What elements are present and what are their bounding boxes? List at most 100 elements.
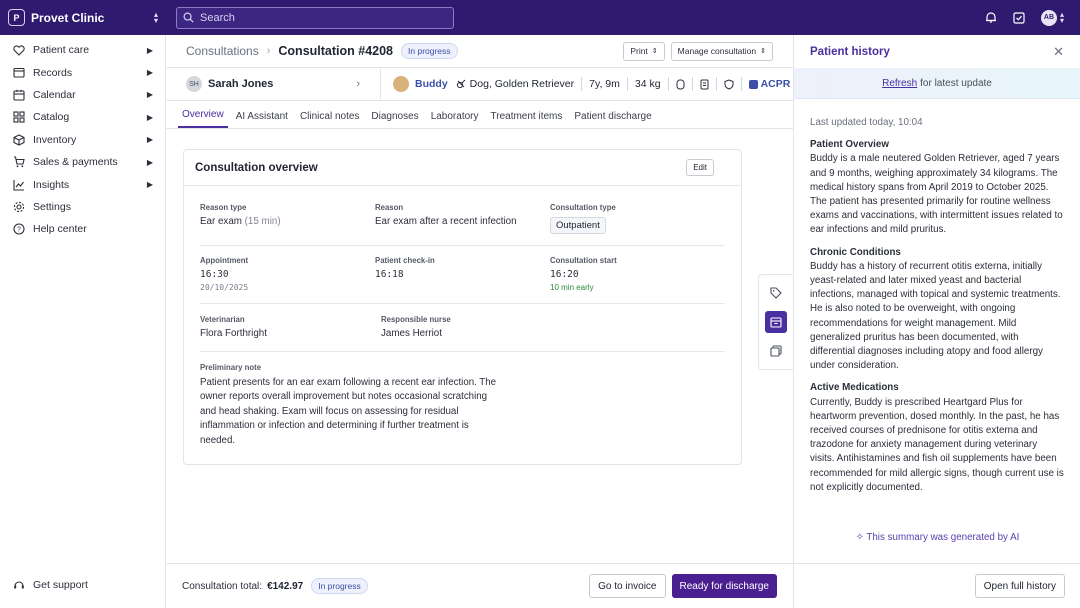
divider	[691, 77, 693, 91]
sidebar-item-inventory[interactable]: Inventory ▶	[0, 129, 165, 151]
reason-type-duration: (15 min)	[244, 216, 281, 227]
reason-type-value: Ear exam	[200, 216, 242, 227]
insurance-icon	[700, 79, 709, 89]
sidebar-item-insights[interactable]: Insights ▶	[0, 173, 165, 195]
consultation-start-label: Consultation start	[550, 256, 617, 265]
caret-right-icon: ▶	[146, 157, 153, 167]
tab-diagnoses[interactable]: Diagnoses	[371, 111, 419, 122]
pet-age: 7y, 9m	[589, 78, 620, 90]
gear-icon	[12, 201, 26, 213]
divider	[740, 77, 742, 91]
owner-avatar: SH	[186, 76, 202, 92]
user-menu[interactable]: AB ▴ ▾	[1040, 9, 1064, 26]
side-rail	[758, 274, 793, 370]
sidebar-item-label: Settings	[33, 200, 71, 213]
sidebar-item-label: Catalog	[33, 111, 70, 124]
checkin-label: Patient check-in	[375, 256, 435, 265]
owner-name: Sarah Jones	[208, 78, 274, 90]
nurse-value: James Herriot	[381, 328, 442, 339]
appointment-date: 20/10/2025	[200, 283, 249, 292]
sidebar-item-label: Insights	[33, 178, 70, 191]
clinic-logo: P	[8, 9, 25, 26]
ready-for-discharge-button[interactable]: Ready for discharge	[671, 574, 777, 598]
chevron-up-down-icon: ⇕	[651, 48, 658, 55]
sidebar-item-label: Sales & payments	[33, 156, 118, 169]
refresh-text: for latest update	[920, 77, 992, 89]
print-label: Print	[630, 46, 648, 56]
breadcrumb-consultations[interactable]: Consultations	[186, 44, 259, 58]
pet-name[interactable]: Buddy	[415, 78, 448, 90]
nurse-label: Responsible nurse	[381, 315, 451, 324]
tab-ai-assistant[interactable]: AI Assistant	[235, 111, 288, 122]
appointment-time: 16:30	[200, 269, 229, 280]
owner-link[interactable]: SH Sarah Jones ›	[166, 68, 381, 100]
edit-button[interactable]: Edit	[686, 159, 714, 176]
insights-icon	[12, 179, 26, 191]
total-amount: €142.97	[267, 580, 304, 592]
preliminary-note-label: Preliminary note	[200, 363, 262, 372]
status-badge: In progress	[401, 43, 458, 59]
search-input[interactable]: Search	[176, 6, 454, 29]
tab-treatment-items[interactable]: Treatment items	[490, 111, 563, 122]
consultation-overview-card: Consultation overview Edit Reason type E…	[183, 149, 742, 465]
heart-icon	[12, 45, 26, 56]
sidebar-item-patient-care[interactable]: Patient care ▶	[0, 39, 165, 61]
sidebar-item-records[interactable]: Records ▶	[0, 61, 165, 83]
preliminary-note: Patient presents for an ear exam followi…	[200, 377, 496, 446]
sidebar-item-label: Help center	[33, 223, 87, 236]
sidebar-item-sales[interactable]: Sales & payments ▶	[0, 151, 165, 173]
sidebar-item-label: Patient care	[33, 44, 90, 57]
tab-clinical-notes[interactable]: Clinical notes	[299, 111, 360, 122]
tab-laboratory[interactable]: Laboratory	[430, 111, 479, 122]
tab-overview[interactable]: Overview	[178, 109, 228, 128]
divider	[715, 77, 717, 91]
support-icon	[12, 579, 26, 591]
caret-right-icon: ▶	[146, 135, 153, 145]
section-text: Buddy has a history of recurrent otitis …	[810, 260, 1061, 372]
patient-history-button[interactable]	[765, 310, 787, 333]
manage-consultation-button[interactable]: Manage consultation ⇕	[670, 41, 773, 61]
page-title: Consultation #4208	[278, 44, 394, 58]
clinic-switcher[interactable]: P Provet Clinic ▴ ▾	[0, 9, 166, 26]
refresh-link[interactable]: Refresh	[882, 77, 918, 89]
get-support-label: Get support	[33, 578, 88, 591]
close-icon[interactable]: ✕	[1053, 43, 1064, 59]
search-placeholder: Search	[200, 11, 235, 24]
acpr-tag[interactable]: ACPR	[760, 78, 791, 90]
help-icon: ?	[12, 223, 26, 235]
sidebar-item-help[interactable]: ? Help center	[0, 218, 165, 240]
divider	[667, 77, 669, 91]
tab-patient-discharge[interactable]: Patient discharge	[574, 111, 652, 122]
sidebar-item-calendar[interactable]: Calendar ▶	[0, 84, 165, 106]
sidebar-item-settings[interactable]: Settings	[0, 196, 165, 218]
checkin-time: 16:18	[375, 269, 404, 280]
manage-label: Manage consultation	[677, 46, 757, 56]
acpr-check-icon	[748, 79, 758, 89]
reason-label: Reason	[375, 203, 404, 212]
tab-bar: Overview AI Assistant Clinical notes Dia…	[166, 101, 793, 129]
section-title: Chronic Conditions	[810, 246, 901, 258]
get-support-link[interactable]: Get support	[0, 574, 166, 596]
open-full-history-button[interactable]: Open full history	[974, 574, 1065, 598]
consultation-footer: Consultation total: €142.97 In progress …	[166, 563, 793, 608]
go-to-invoice-button[interactable]: Go to invoice	[589, 574, 666, 598]
chevron-up-down-icon: ⇕	[760, 48, 766, 55]
veterinarian-label: Veterinarian	[200, 315, 245, 324]
tag-button[interactable]	[765, 282, 787, 304]
checkbox-icon[interactable]	[1013, 11, 1025, 24]
consultation-type-label: Consultation type	[550, 203, 616, 212]
sidebar-item-catalog[interactable]: Catalog ▶	[0, 106, 165, 128]
documents-button[interactable]	[765, 340, 787, 362]
caret-right-icon: ▶	[146, 90, 153, 100]
user-avatar: AB	[1040, 9, 1057, 26]
bell-icon[interactable]	[985, 11, 997, 24]
patient-bar: SH Sarah Jones › Buddy Dog, Golden Retri…	[166, 68, 793, 101]
total-label: Consultation total:	[182, 580, 263, 592]
section-text: Currently, Buddy is prescribed Heartgard…	[810, 396, 1064, 493]
search-icon	[183, 12, 194, 23]
print-button[interactable]: Print ⇕	[623, 41, 665, 61]
section-title: Patient Overview	[810, 139, 889, 151]
divider	[626, 77, 628, 91]
reason-type-label: Reason type	[200, 203, 247, 212]
chevron-up-down-icon: ▴ ▾	[1059, 9, 1064, 25]
